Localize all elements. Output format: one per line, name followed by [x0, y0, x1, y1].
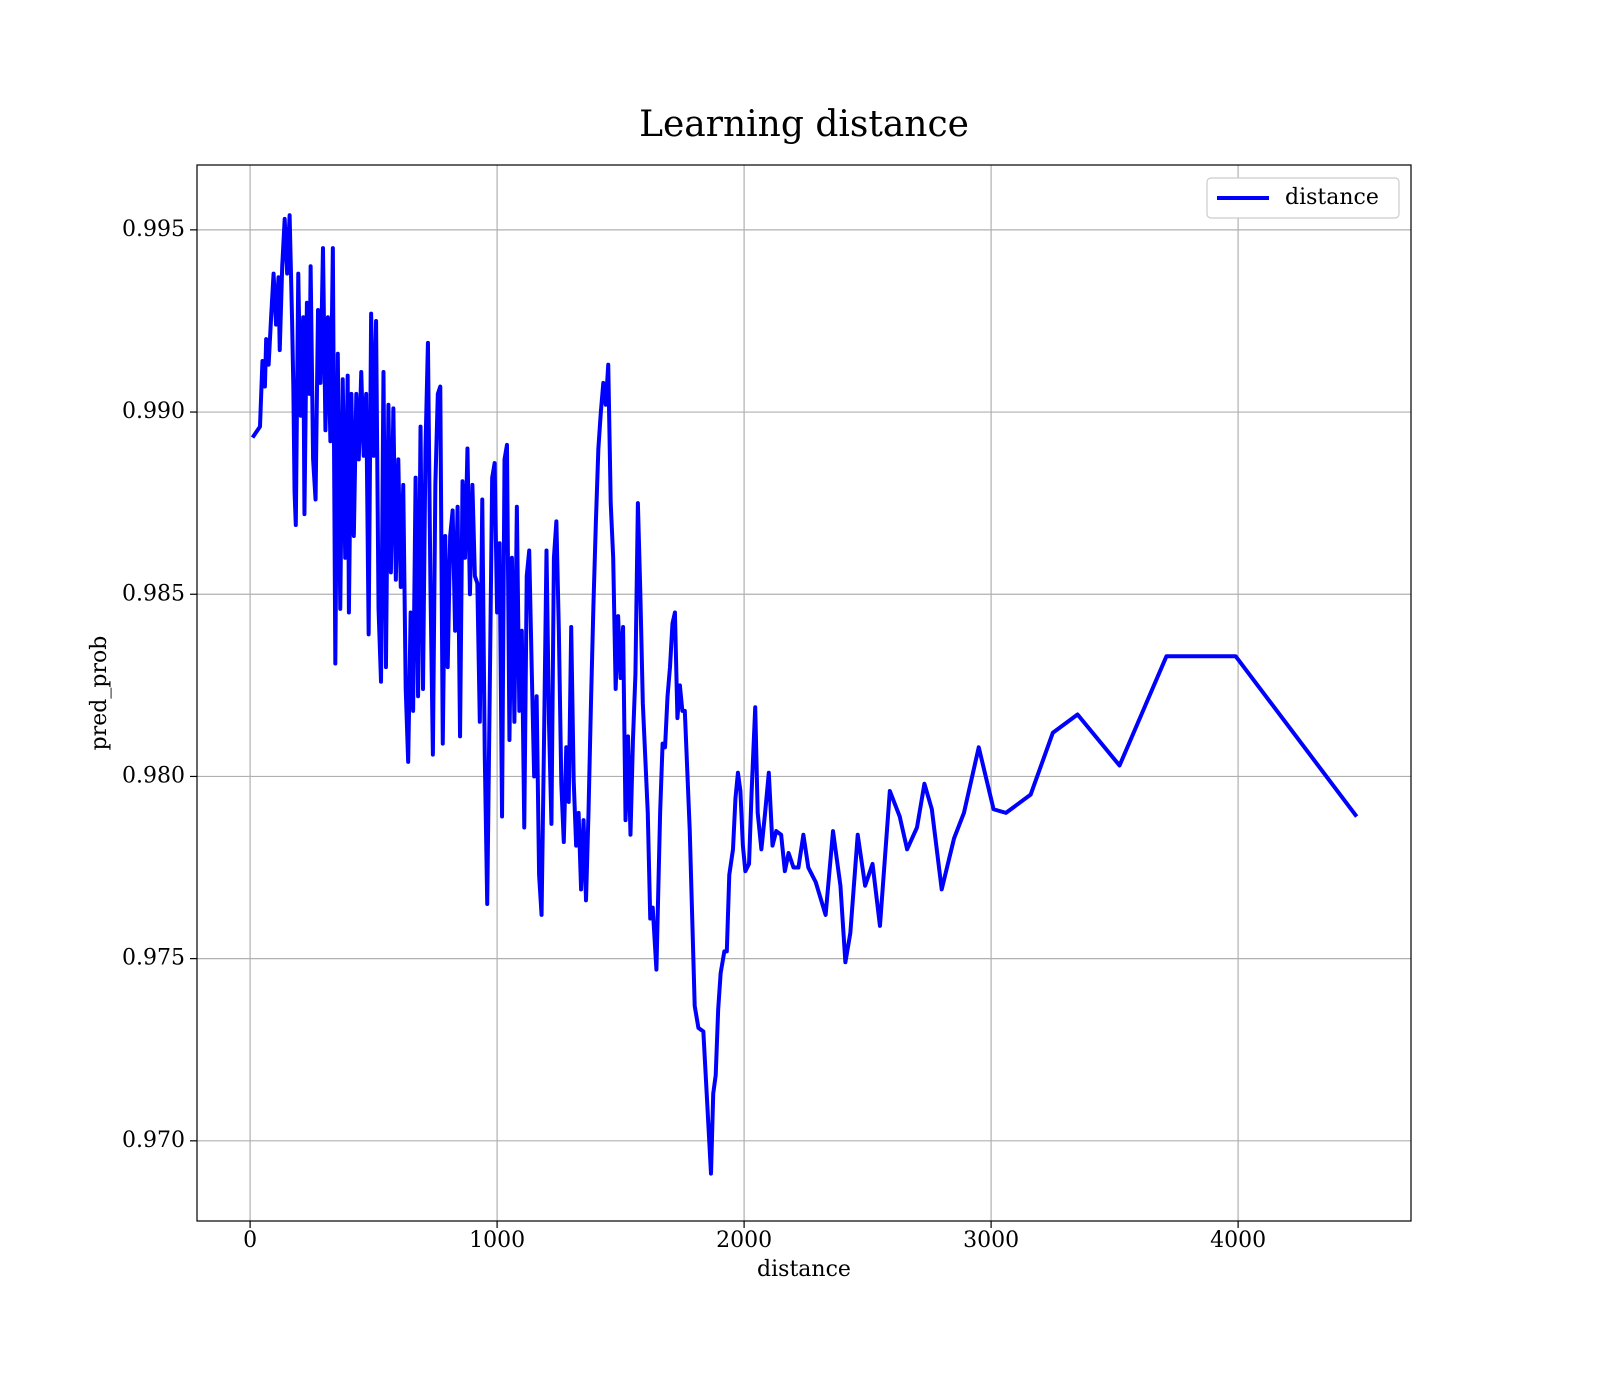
x-axis-label: distance	[757, 1257, 851, 1282]
y-tick-label: 0.975	[122, 946, 185, 971]
x-tick-label: 0	[243, 1228, 257, 1253]
plot-frame	[196, 164, 1412, 1222]
y-tick-label: 0.970	[122, 1128, 185, 1153]
y-tick-label: 0.990	[122, 399, 185, 424]
legend-box	[1206, 177, 1400, 219]
y-tick-label: 0.995	[122, 217, 185, 242]
y-tick-label: 0.985	[122, 581, 185, 606]
legend-label: distance	[1285, 185, 1379, 210]
data-line	[250, 213, 1359, 1176]
y-axis-label: pred_prob	[87, 636, 112, 751]
x-tick-label: 1000	[469, 1228, 525, 1253]
y-tick-label: 0.980	[122, 763, 185, 788]
x-tick-label: 4000	[1210, 1228, 1266, 1253]
x-tick-label: 3000	[963, 1228, 1019, 1253]
chart-title: Learning distance	[639, 104, 969, 145]
x-tick-label: 2000	[716, 1228, 772, 1253]
